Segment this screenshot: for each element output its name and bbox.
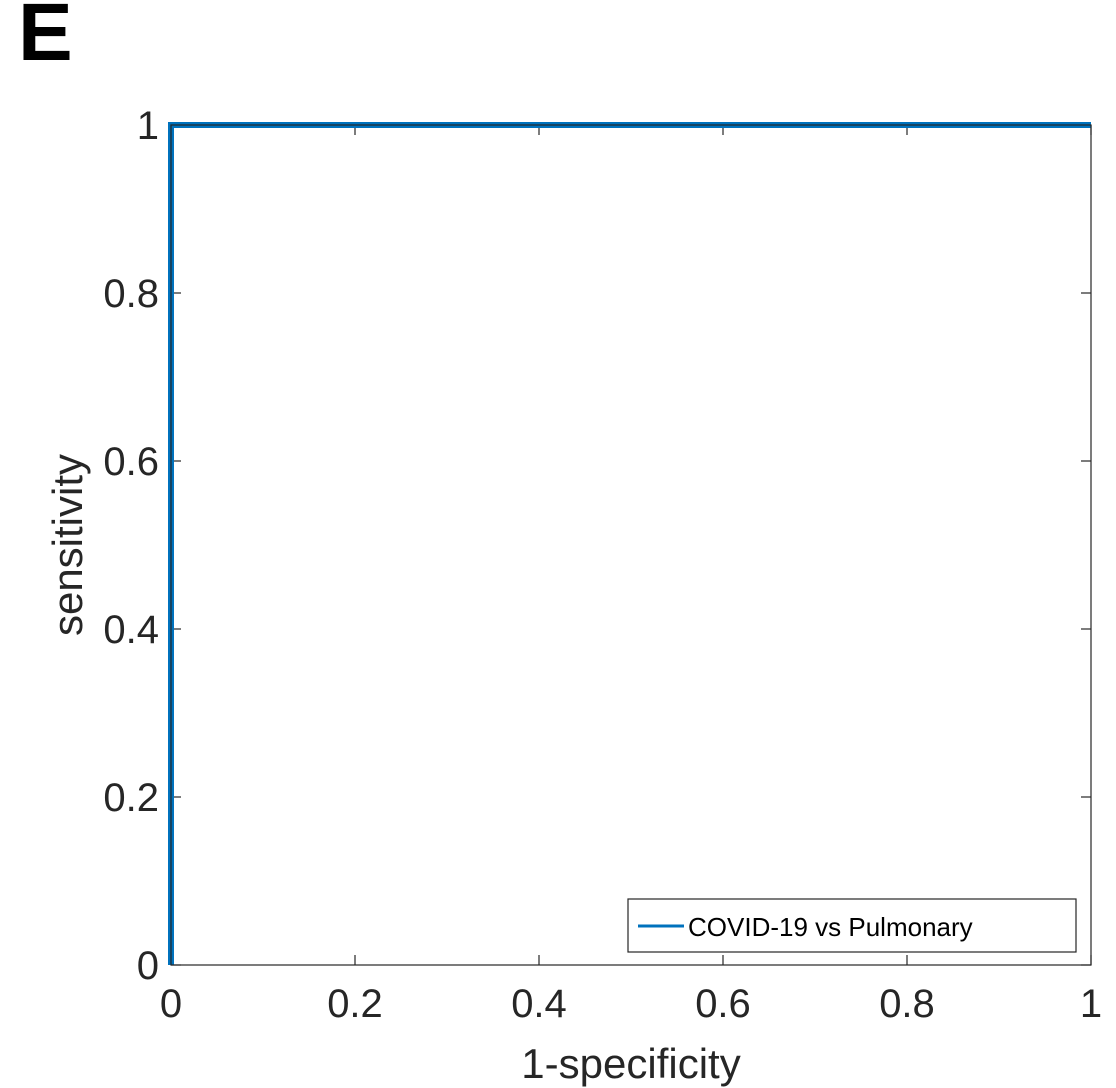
x-tick-label: 0.6 bbox=[695, 982, 751, 1026]
axes-box bbox=[170, 124, 1092, 966]
x-tick-label: 0 bbox=[160, 982, 182, 1026]
y-tick-label: 0.4 bbox=[103, 608, 159, 652]
x-tick-label: 0.4 bbox=[511, 982, 567, 1026]
legend-entry: COVID-19 vs Pulmonary bbox=[688, 912, 973, 942]
x-axis-label: 1-specificity bbox=[521, 1040, 740, 1087]
y-tick-label: 0 bbox=[137, 944, 159, 988]
panel-label: E bbox=[18, 0, 73, 78]
y-tick-label: 0.8 bbox=[103, 272, 159, 316]
legend-box bbox=[627, 898, 1077, 953]
x-tick-label: 1 bbox=[1080, 982, 1102, 1026]
x-tick-label: 0.8 bbox=[879, 982, 935, 1026]
y-axis-label: sensitivity bbox=[44, 454, 91, 636]
legend: COVID-19 vs Pulmonary bbox=[627, 898, 1077, 953]
ticks-layer bbox=[170, 124, 1092, 966]
x-tick-labels: 0 0.2 0.4 0.6 0.8 1 bbox=[160, 982, 1102, 1026]
y-tick-label: 0.6 bbox=[103, 440, 159, 484]
y-tick-label: 0.2 bbox=[103, 776, 159, 820]
y-tick-label: 1 bbox=[137, 104, 159, 148]
series-layer bbox=[168, 122, 1091, 965]
x-tick-label: 0.2 bbox=[327, 982, 383, 1026]
y-tick-labels: 0 0.2 0.4 0.6 0.8 1 bbox=[103, 104, 159, 988]
roc-series-line bbox=[168, 122, 1091, 965]
